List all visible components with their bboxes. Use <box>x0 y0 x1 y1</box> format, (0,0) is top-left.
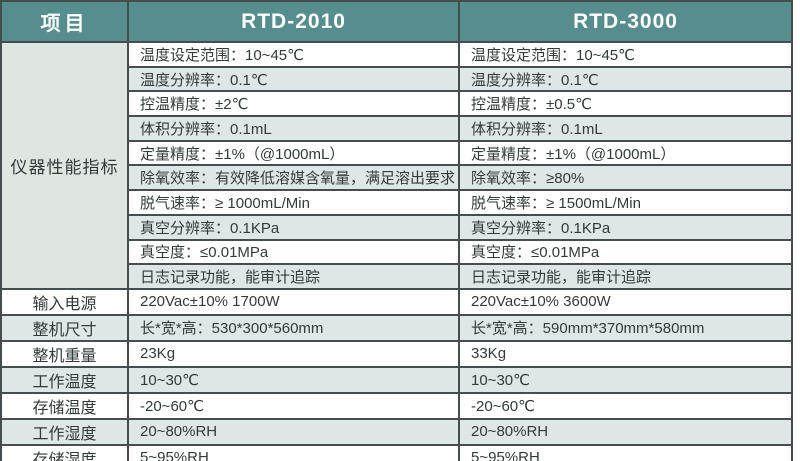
spec-cell-rtd3000: 脱气速率：≥ 1500mL/Min <box>458 189 793 216</box>
spec-cell-rtd2010: 控温精度：±2℃ <box>127 90 460 118</box>
spec-cell-rtd3000: 除氧效率：≥80% <box>458 164 793 192</box>
table-row: 存储湿度 5~95%RH 5~95%RH <box>0 443 793 461</box>
spec-cell-rtd2010: 23Kg <box>127 339 460 368</box>
table-row: 输入电源 220Vac±10% 1700W 220Vac±10% 3600W <box>0 287 793 316</box>
spec-label-cell: 工作湿度 <box>0 417 129 446</box>
spec-cell-rtd3000: 长*宽*高：590mm*370mm*580mm <box>458 313 793 342</box>
table-row: 仪器性能指标 温度设定范围：10~45℃ 温度设定范围：10~45℃ <box>0 41 793 290</box>
spec-cell-rtd2010: 温度设定范围：10~45℃ <box>127 41 460 68</box>
spec-cell-rtd2010: 体积分辨率：0.1mL <box>127 115 460 142</box>
spec-cell-rtd3000: 220Vac±10% 3600W <box>458 287 793 316</box>
table-row: 定量精度：±1%（@1000mL） 定量精度：±1%（@1000mL） <box>1 139 793 167</box>
spec-cell-rtd2010: 真空分辨率：0.1KPa <box>127 213 460 241</box>
table-row: 整机重量 23Kg 33Kg <box>0 339 793 368</box>
table-row: 温度分辨率：0.1℃ 温度分辨率：0.1℃ <box>1 65 793 93</box>
spec-cell-rtd3000: 真空度：≤0.01MPa <box>458 238 793 266</box>
spec-cell-rtd3000: 温度分辨率：0.1℃ <box>458 65 793 93</box>
spec-cell-rtd3000: 33Kg <box>458 339 793 368</box>
table-row: 日志记录功能，能审计追踪 日志记录功能，能审计追踪 <box>1 263 793 290</box>
performance-group-cell: 仪器性能指标 <box>0 41 129 290</box>
spec-cell-rtd3000: 20~80%RH <box>458 417 793 446</box>
header-cell-item: 项目 <box>0 0 129 43</box>
spec-cell-rtd3000: 真空分辨率：0.1KPa <box>458 213 793 241</box>
header-cell-rtd-3000: RTD-3000 <box>458 0 793 43</box>
table-row: 工作湿度 20~80%RH 20~80%RH <box>0 417 793 446</box>
table-row: 除氧效率：有效降低溶媒含氧量，满足溶出要求 除氧效率：≥80% <box>1 164 793 192</box>
spec-label-cell: 工作温度 <box>0 365 129 394</box>
spec-cell-rtd2010: 长*宽*高：530*300*560mm <box>127 313 460 342</box>
spec-label-cell: 整机尺寸 <box>0 313 129 342</box>
table-row: 工作温度 10~30℃ 10~30℃ <box>0 365 793 394</box>
table-row: 体积分辨率：0.1mL 体积分辨率：0.1mL <box>1 115 793 142</box>
spec-cell-rtd2010: 温度分辨率：0.1℃ <box>127 65 460 93</box>
spec-cell-rtd2010: 脱气速率：≥ 1000mL/Min <box>127 189 460 216</box>
spec-cell-rtd2010: 定量精度：±1%（@1000mL） <box>127 139 460 167</box>
spec-cell-rtd2010: 220Vac±10% 1700W <box>127 287 460 316</box>
spec-label-cell: 整机重量 <box>0 339 129 368</box>
spec-cell-rtd3000: 控温精度：±0.5℃ <box>458 90 793 118</box>
spec-cell-rtd2010: 10~30℃ <box>127 365 460 394</box>
spec-cell-rtd3000: 体积分辨率：0.1mL <box>458 115 793 142</box>
spec-cell-rtd3000: -20~60℃ <box>458 391 793 420</box>
spec-cell-rtd3000: 定量精度：±1%（@1000mL） <box>458 139 793 167</box>
table-row: 控温精度：±2℃ 控温精度：±0.5℃ <box>1 90 793 118</box>
spec-cell-rtd2010: 除氧效率：有效降低溶媒含氧量，满足溶出要求 <box>127 164 460 192</box>
spec-cell-rtd2010: 5~95%RH <box>127 443 460 461</box>
spec-label-cell: 输入电源 <box>0 287 129 316</box>
table-row: 整机尺寸 长*宽*高：530*300*560mm 长*宽*高：590mm*370… <box>0 313 793 342</box>
spec-cell-rtd2010: 20~80%RH <box>127 417 460 446</box>
spec-cell-rtd3000: 温度设定范围：10~45℃ <box>458 41 793 68</box>
table-row: 存储温度 -20~60℃ -20~60℃ <box>0 391 793 420</box>
spec-cell-rtd2010: 日志记录功能，能审计追踪 <box>127 263 460 290</box>
spec-cell-rtd2010: 真空度：≤0.01MPa <box>127 238 460 266</box>
table-row: 脱气速率：≥ 1000mL/Min 脱气速率：≥ 1500mL/Min <box>1 189 793 216</box>
table-row: 真空度：≤0.01MPa 真空度：≤0.01MPa <box>1 238 793 266</box>
header-cell-rtd-2010: RTD-2010 <box>127 0 460 43</box>
spec-label-cell: 存储湿度 <box>0 443 129 461</box>
spec-label-cell: 存储温度 <box>0 391 129 420</box>
table-header-row: 项目 RTD-2010 RTD-3000 <box>0 0 793 43</box>
spec-cell-rtd2010: -20~60℃ <box>127 391 460 420</box>
spec-cell-rtd3000: 5~95%RH <box>458 443 793 461</box>
table-row: 真空分辨率：0.1KPa 真空分辨率：0.1KPa <box>1 213 793 241</box>
spec-cell-rtd3000: 日志记录功能，能审计追踪 <box>458 263 793 290</box>
spec-cell-rtd3000: 10~30℃ <box>458 365 793 394</box>
